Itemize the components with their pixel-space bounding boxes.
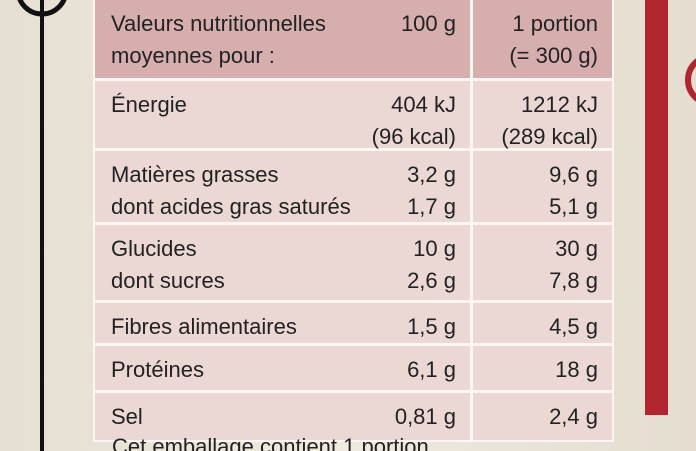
text-line: Énergie: [111, 92, 187, 117]
row-value: 6,1 g: [95, 346, 470, 390]
cell-bg: [95, 393, 470, 440]
cell-bg: [473, 0, 612, 78]
text-line: 0,81 g: [394, 404, 456, 429]
row-value: 1212 kJ (289 kcal): [473, 81, 612, 149]
text-line: 5,1 g: [549, 194, 598, 219]
row-value: 10 g 2,6 g: [95, 225, 470, 300]
row-value: 0,81 g: [95, 393, 470, 440]
text-line: moyennes pour :: [111, 43, 275, 68]
text-line: 2,6 g: [407, 268, 456, 293]
row-label: Matières grasses dont acides gras saturés: [95, 151, 468, 222]
text-line: dont acides gras saturés: [111, 194, 351, 219]
text-line: 30 g: [555, 236, 598, 261]
text-line: 18 g: [555, 357, 598, 382]
cell-bg: [95, 151, 470, 222]
cell-bg: [473, 393, 612, 440]
text-line: Valeurs nutritionnelles: [111, 11, 326, 36]
footer-text: Cet emballage contient 1 portion.: [112, 434, 435, 451]
text-line: (96 kcal): [371, 124, 456, 149]
row-label: Protéines: [95, 346, 468, 390]
text-line: 10 g: [413, 236, 456, 261]
cell-bg: [95, 303, 470, 343]
row-label: Fibres alimentaires: [95, 303, 468, 343]
cell-bg: [473, 303, 612, 343]
row-value: 404 kJ (96 kcal): [95, 81, 470, 149]
red-bar: [645, 0, 668, 415]
text-line: 4,5 g: [549, 314, 598, 339]
row-value: 18 g: [473, 346, 612, 390]
row-label: Glucides dont sucres: [95, 225, 468, 300]
row-value: 100 g: [95, 0, 470, 78]
text-line: 9,6 g: [549, 162, 598, 187]
cell-bg: [95, 0, 470, 78]
text-line: 1,5 g: [407, 314, 456, 339]
text-line: (289 kcal): [501, 124, 598, 149]
text-line: 1 portion: [512, 11, 598, 36]
cell-bg: [473, 346, 612, 390]
row-value: 4,5 g: [473, 303, 612, 343]
text-line: Matières grasses: [111, 162, 279, 187]
text-line: 404 kJ: [391, 92, 456, 117]
cell-bg: [95, 81, 470, 148]
row-value: 1,5 g: [95, 303, 470, 343]
cell-bg: [95, 225, 470, 300]
text-line: Glucides: [111, 236, 197, 261]
text-line: 7,8 g: [549, 268, 598, 293]
circle-icon: [17, 0, 67, 17]
text-line: 3,2 g: [407, 162, 456, 187]
text-line: 1212 kJ: [520, 92, 598, 117]
cell-bg: [473, 225, 612, 300]
red-circle: [685, 58, 696, 102]
text-line: Fibres alimentaires: [111, 314, 297, 339]
row-label: Énergie: [95, 81, 468, 148]
cell-bg: [473, 81, 612, 148]
text-line: 100 g: [400, 11, 456, 36]
row-value: 3,2 g 1,7 g: [95, 151, 470, 222]
text-line: dont sucres: [111, 268, 225, 293]
row-value: 1 portion (= 300 g): [473, 0, 612, 78]
text-line: (= 300 g): [509, 43, 598, 68]
text-line: Sel: [111, 404, 143, 429]
text-line: Protéines: [111, 357, 204, 382]
text-line: 1,7 g: [407, 194, 456, 219]
row-label: Sel: [95, 393, 468, 440]
text-line: 2,4 g: [549, 404, 598, 429]
row-value: 2,4 g: [473, 393, 612, 440]
text-line: 6,1 g: [407, 357, 456, 382]
cell-bg: [473, 151, 612, 222]
row-label: Valeurs nutritionnelles moyennes pour :: [95, 0, 468, 78]
cell-bg: [95, 346, 470, 390]
row-value: 30 g 7,8 g: [473, 225, 612, 300]
row-value: 9,6 g 5,1 g: [473, 151, 612, 222]
